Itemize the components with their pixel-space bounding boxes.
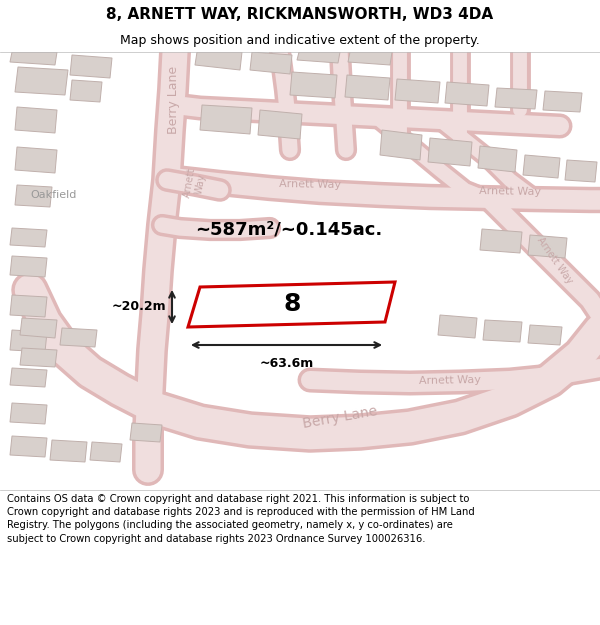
Text: Contains OS data © Crown copyright and database right 2021. This information is : Contains OS data © Crown copyright and d… — [7, 494, 475, 544]
Polygon shape — [478, 146, 517, 172]
Polygon shape — [483, 320, 522, 342]
Polygon shape — [380, 130, 422, 160]
Polygon shape — [60, 328, 97, 347]
Polygon shape — [528, 325, 562, 345]
Text: Arnett Way: Arnett Way — [535, 235, 575, 285]
Text: ~20.2m: ~20.2m — [112, 301, 166, 314]
Text: Oakfield: Oakfield — [30, 190, 76, 200]
Polygon shape — [290, 72, 337, 98]
Text: ~587m²/~0.145ac.: ~587m²/~0.145ac. — [195, 221, 382, 239]
Text: Arnett
Way: Arnett Way — [182, 166, 208, 200]
Polygon shape — [438, 315, 477, 338]
Polygon shape — [428, 138, 472, 166]
Text: Berry Lane: Berry Lane — [302, 404, 379, 431]
Polygon shape — [348, 52, 392, 65]
Polygon shape — [10, 295, 47, 317]
Polygon shape — [395, 79, 440, 103]
Polygon shape — [10, 403, 47, 424]
Polygon shape — [297, 52, 340, 63]
Polygon shape — [15, 147, 57, 173]
Text: Map shows position and indicative extent of the property.: Map shows position and indicative extent… — [120, 34, 480, 47]
Polygon shape — [130, 423, 162, 442]
Text: 8, ARNETT WAY, RICKMANSWORTH, WD3 4DA: 8, ARNETT WAY, RICKMANSWORTH, WD3 4DA — [106, 7, 494, 22]
Polygon shape — [50, 440, 87, 462]
Polygon shape — [445, 82, 489, 106]
Text: Berry Lane: Berry Lane — [167, 66, 179, 134]
Polygon shape — [10, 368, 47, 387]
Polygon shape — [10, 330, 47, 352]
Text: Arnett Way: Arnett Way — [419, 374, 481, 386]
Polygon shape — [10, 256, 47, 277]
Polygon shape — [495, 88, 537, 109]
Polygon shape — [15, 185, 52, 207]
Polygon shape — [10, 436, 47, 457]
Polygon shape — [565, 160, 597, 182]
Text: ~63.6m: ~63.6m — [259, 357, 314, 370]
Polygon shape — [15, 107, 57, 133]
Text: Arnett Way: Arnett Way — [479, 186, 541, 198]
Polygon shape — [90, 442, 122, 462]
Polygon shape — [543, 91, 582, 112]
Polygon shape — [258, 110, 302, 139]
Polygon shape — [20, 348, 57, 367]
Polygon shape — [195, 52, 242, 70]
Polygon shape — [10, 228, 47, 247]
Polygon shape — [480, 229, 522, 253]
Polygon shape — [15, 67, 68, 95]
Text: 8: 8 — [283, 292, 301, 316]
Polygon shape — [20, 318, 57, 338]
Polygon shape — [528, 235, 567, 258]
Polygon shape — [10, 52, 57, 65]
Polygon shape — [70, 80, 102, 102]
Polygon shape — [70, 55, 112, 78]
Polygon shape — [250, 52, 292, 74]
Polygon shape — [200, 105, 252, 134]
Text: Arnett Way: Arnett Way — [279, 179, 341, 191]
Polygon shape — [188, 282, 395, 327]
Polygon shape — [523, 155, 560, 178]
Polygon shape — [345, 75, 390, 100]
